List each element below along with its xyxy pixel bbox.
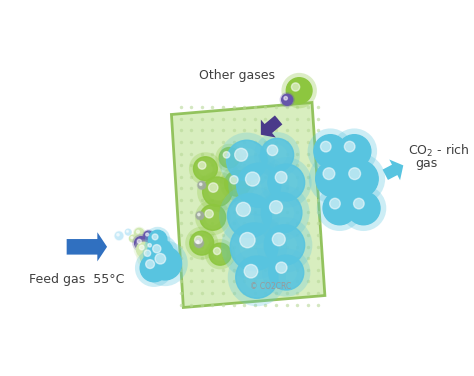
Circle shape xyxy=(237,163,281,207)
Circle shape xyxy=(131,237,133,239)
Circle shape xyxy=(219,147,239,168)
Circle shape xyxy=(195,239,203,247)
Circle shape xyxy=(144,250,151,256)
Circle shape xyxy=(140,246,160,266)
Circle shape xyxy=(284,97,287,100)
Circle shape xyxy=(155,253,165,264)
Circle shape xyxy=(197,241,199,243)
Circle shape xyxy=(200,205,226,230)
Circle shape xyxy=(115,232,123,240)
Circle shape xyxy=(223,152,230,158)
Circle shape xyxy=(227,140,267,180)
Circle shape xyxy=(203,177,232,206)
Circle shape xyxy=(148,244,151,247)
Text: © CO2CRC: © CO2CRC xyxy=(249,282,291,291)
Circle shape xyxy=(347,192,380,225)
Circle shape xyxy=(354,198,364,209)
Circle shape xyxy=(137,230,139,233)
Text: CO$_2$ - rich: CO$_2$ - rich xyxy=(408,143,469,159)
Circle shape xyxy=(237,202,250,217)
Circle shape xyxy=(316,161,353,197)
Circle shape xyxy=(286,78,312,103)
Circle shape xyxy=(127,230,128,232)
Circle shape xyxy=(341,161,378,197)
Circle shape xyxy=(330,198,340,209)
Circle shape xyxy=(144,231,153,240)
Circle shape xyxy=(268,164,305,201)
Circle shape xyxy=(270,201,283,214)
Circle shape xyxy=(338,135,371,168)
Circle shape xyxy=(261,138,293,171)
Circle shape xyxy=(276,262,287,273)
Circle shape xyxy=(228,194,272,238)
Circle shape xyxy=(349,168,361,180)
Circle shape xyxy=(230,176,238,184)
Circle shape xyxy=(153,245,161,253)
Polygon shape xyxy=(172,103,325,308)
Circle shape xyxy=(146,260,155,268)
Circle shape xyxy=(148,230,167,249)
Circle shape xyxy=(264,225,305,265)
Circle shape xyxy=(152,234,158,240)
Circle shape xyxy=(225,171,250,196)
Circle shape xyxy=(275,171,287,183)
Circle shape xyxy=(198,162,206,169)
Circle shape xyxy=(126,229,131,235)
Circle shape xyxy=(235,148,247,161)
Circle shape xyxy=(267,145,278,156)
Circle shape xyxy=(209,183,218,192)
Circle shape xyxy=(230,223,278,271)
Text: Other gases: Other gases xyxy=(199,70,275,82)
Circle shape xyxy=(129,235,136,242)
Circle shape xyxy=(200,183,202,185)
Circle shape xyxy=(213,247,220,255)
Circle shape xyxy=(292,83,300,91)
Circle shape xyxy=(117,233,119,236)
Circle shape xyxy=(139,245,144,250)
Circle shape xyxy=(135,229,144,238)
Circle shape xyxy=(323,168,335,180)
Circle shape xyxy=(323,192,356,225)
Circle shape xyxy=(320,141,331,152)
Circle shape xyxy=(198,213,200,216)
Circle shape xyxy=(137,239,141,243)
Circle shape xyxy=(190,231,214,255)
Circle shape xyxy=(244,264,258,278)
Circle shape xyxy=(209,243,231,265)
Circle shape xyxy=(146,241,157,252)
Circle shape xyxy=(137,242,151,257)
Text: Feed gas  55°C: Feed gas 55°C xyxy=(29,273,124,287)
Circle shape xyxy=(269,255,304,290)
Circle shape xyxy=(246,172,260,186)
Circle shape xyxy=(273,233,285,246)
Circle shape xyxy=(314,135,347,168)
Text: gas: gas xyxy=(415,157,437,170)
Circle shape xyxy=(148,247,182,280)
Circle shape xyxy=(135,237,147,250)
Circle shape xyxy=(282,94,293,105)
Circle shape xyxy=(345,141,355,152)
Circle shape xyxy=(196,212,203,219)
Circle shape xyxy=(262,193,302,233)
Circle shape xyxy=(198,182,205,189)
Circle shape xyxy=(194,236,202,244)
Circle shape xyxy=(140,254,168,282)
Circle shape xyxy=(236,256,278,298)
Circle shape xyxy=(147,240,173,265)
Circle shape xyxy=(193,157,218,180)
Circle shape xyxy=(240,232,255,248)
Circle shape xyxy=(205,210,213,218)
Circle shape xyxy=(146,233,149,236)
